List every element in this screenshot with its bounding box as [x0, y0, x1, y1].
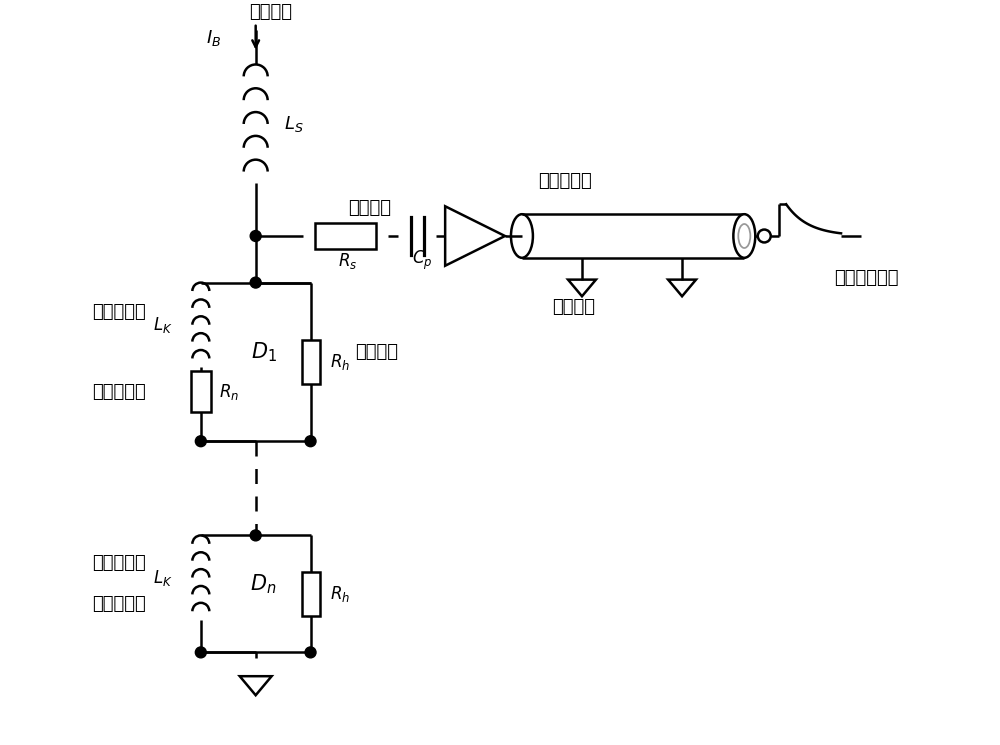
Text: $R_s$: $R_s$	[338, 251, 357, 270]
Text: $I_B$: $I_B$	[206, 28, 221, 48]
Bar	[302, 572, 320, 615]
Text: $L_K$: $L_K$	[153, 568, 173, 588]
Text: $D_n$: $D_n$	[250, 572, 277, 596]
Circle shape	[195, 436, 206, 447]
Text: 串联电阻: 串联电阻	[348, 199, 391, 218]
Text: 光响应单元: 光响应单元	[92, 383, 146, 401]
Text: 低温放大器: 低温放大器	[538, 173, 592, 191]
Bar	[302, 340, 320, 384]
Text: $L_K$: $L_K$	[153, 314, 173, 335]
Circle shape	[305, 436, 316, 447]
Text: 直流偏置: 直流偏置	[249, 3, 292, 21]
Text: $R_n$: $R_n$	[219, 381, 239, 402]
Text: 输出电压脉冲: 输出电压脉冲	[834, 269, 899, 287]
Text: 雪崩纳米线: 雪崩纳米线	[92, 554, 146, 572]
Circle shape	[250, 530, 261, 541]
Bar	[315, 223, 376, 249]
Circle shape	[250, 277, 261, 288]
Text: 并联电阻: 并联电阻	[355, 343, 398, 361]
Text: $R_h$: $R_h$	[330, 584, 351, 604]
Text: 雪崩纳米线: 雪崩纳米线	[92, 303, 146, 321]
Text: 未响应单元: 未响应单元	[92, 595, 146, 613]
Ellipse shape	[733, 215, 755, 258]
Bar	[191, 371, 211, 413]
Circle shape	[250, 230, 261, 241]
Text: 射频输出: 射频输出	[552, 299, 595, 317]
Text: $R_h$: $R_h$	[330, 352, 351, 372]
Circle shape	[305, 647, 316, 658]
Text: $L_S$: $L_S$	[284, 114, 303, 134]
Text: $D_1$: $D_1$	[251, 340, 277, 364]
Text: $C_p$: $C_p$	[412, 249, 432, 273]
Circle shape	[195, 647, 206, 658]
